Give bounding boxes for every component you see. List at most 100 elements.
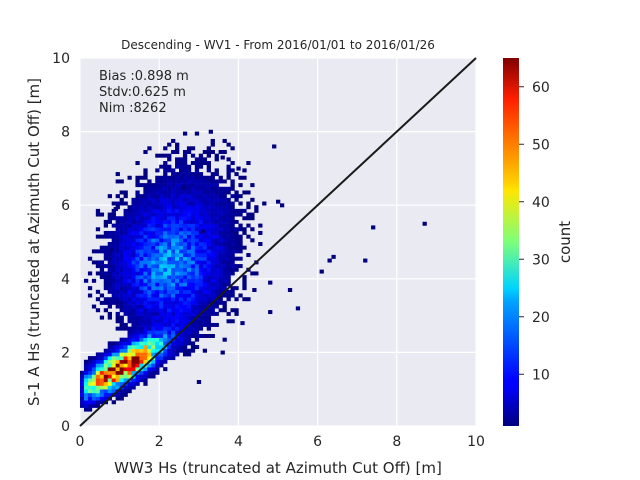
density-cell [83,385,89,390]
density-cell [182,216,188,221]
density-cell [119,289,124,294]
density-cell [127,297,132,302]
density-cell [179,208,184,213]
density-cell [111,356,116,361]
density-cell [155,308,160,313]
density-cell [198,223,204,228]
density-cell [206,300,211,305]
density-cell [242,216,247,221]
density-cell [107,370,112,375]
density-cell [198,253,204,258]
density-cell [143,186,148,191]
density-cell [163,164,168,169]
density-cell [107,289,112,294]
density-cell [107,194,112,199]
density-cell [147,308,152,313]
density-cell [111,230,116,235]
density-cell [167,190,172,195]
density-cell [135,322,140,327]
density-cell [186,334,192,338]
density-cell [119,216,124,221]
density-cell [226,216,231,221]
density-cell [87,367,93,372]
density-cell [103,278,109,283]
density-cell [218,267,223,272]
density-cell [159,289,164,294]
density-cell [218,179,223,184]
density-cell [250,197,255,202]
density-cell [115,363,120,368]
density-cell [163,183,168,188]
density-cell [139,308,144,313]
density-cell [119,392,124,397]
density-cell [175,315,180,320]
density-cell [226,197,231,202]
density-cell [123,308,128,313]
density-cell [103,282,109,287]
density-cell [186,282,192,287]
density-cell [95,400,101,405]
density-cell [143,297,148,302]
density-cell [182,315,188,320]
density-cell [151,367,156,372]
density-cell [246,201,251,206]
density-cell [190,172,196,177]
density-cell [123,212,128,217]
density-cell [194,179,200,184]
density-cell [131,341,136,346]
density-cell [190,230,196,235]
density-cell [119,179,124,184]
density-cell [155,282,160,287]
density-cell [171,219,176,224]
density-cell [163,275,168,280]
density-cell [115,286,120,291]
density-cell [182,161,188,166]
density-cell [111,293,116,298]
density-cell [186,146,192,151]
density-cell [230,271,235,276]
density-cell [151,219,156,224]
density-cell [190,308,196,313]
density-cell [155,253,160,258]
density-cell [123,227,128,232]
density-cell [115,275,120,280]
density-cell [135,289,140,294]
density-cell [230,253,235,258]
density-cell [163,330,168,335]
density-cell [218,300,223,305]
density-cell [206,278,211,283]
density-cell [80,389,85,394]
density-cell [123,289,128,294]
density-cell [206,164,211,169]
density-cell [119,260,124,265]
density-cell [119,264,124,269]
density-cell [171,326,176,331]
density-cell [80,385,85,390]
density-cell [179,179,184,184]
density-cell [135,201,140,206]
density-cell [167,308,172,313]
density-cell [238,238,243,243]
density-cell [206,150,211,154]
density-cell [163,337,168,342]
density-cell [167,242,172,246]
density-cell [226,242,231,246]
density-cell [234,219,239,224]
density-cell [109,247,114,252]
density-cell [103,374,109,379]
density-cell [131,216,136,221]
density-cell [111,378,116,383]
density-cell [115,385,120,390]
density-cell [131,367,136,372]
density-cell [230,267,235,272]
density-cell [159,282,164,287]
density-cell [210,260,215,265]
density-cell [182,286,188,291]
density-cell [186,216,192,221]
density-cell [119,293,124,298]
density-cell [163,227,168,232]
density-cell [186,341,192,346]
density-cell [127,381,132,386]
density-cell [295,306,301,311]
density-cell [222,197,227,202]
